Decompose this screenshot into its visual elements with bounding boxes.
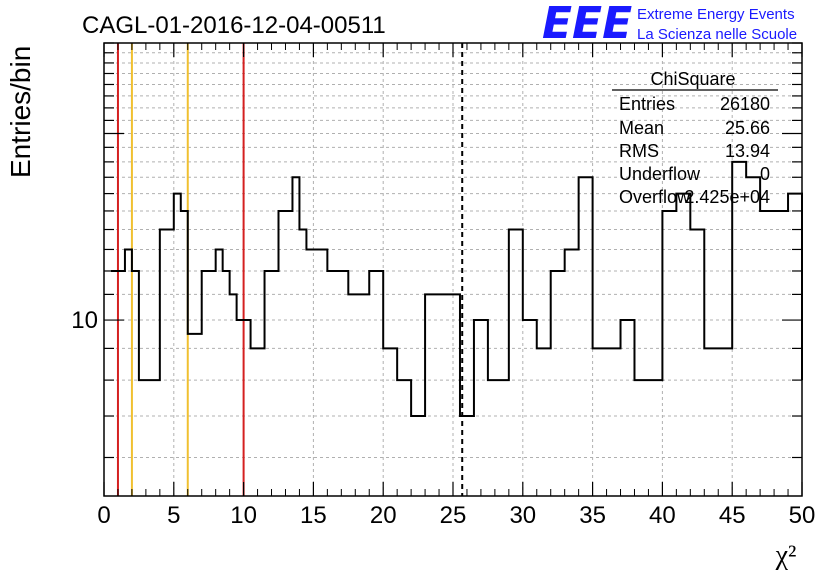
stats-value-entries: 26180 bbox=[720, 94, 770, 114]
x-tick-label: 15 bbox=[300, 502, 327, 529]
histogram-series bbox=[110, 160, 803, 418]
stats-box: ChiSquare Entries 26180 Mean 25.66 RMS 1… bbox=[612, 69, 778, 207]
histogram-step-line bbox=[110, 160, 803, 418]
x-tick-label: 45 bbox=[719, 502, 746, 529]
stats-value-rms: 13.94 bbox=[725, 141, 770, 161]
x-tick-label: 5 bbox=[167, 502, 180, 529]
logo-line2: La Scienza nelle Scuole bbox=[637, 26, 797, 43]
y-axis-label: Entries/bin bbox=[5, 46, 36, 178]
y-tick-label: 10 bbox=[71, 307, 98, 334]
stats-title: ChiSquare bbox=[650, 69, 735, 89]
logo-line1: Extreme Energy Events bbox=[637, 6, 795, 23]
x-tick-labels: 0 5 10 15 20 25 30 35 40 45 50 bbox=[97, 502, 815, 529]
chart-title: CAGL-01-2016-12-04-00511 bbox=[82, 12, 386, 39]
x-tick-label: 30 bbox=[509, 502, 536, 529]
x-tick-label: 10 bbox=[230, 502, 257, 529]
stats-label-mean: Mean bbox=[619, 118, 664, 138]
axis-ticks bbox=[103, 42, 803, 496]
x-tick-label: 35 bbox=[579, 502, 606, 529]
x-tick-label: 50 bbox=[789, 502, 816, 529]
x-tick-label: 40 bbox=[649, 502, 676, 529]
vertical-marker-lines bbox=[116, 43, 464, 496]
grid-lines bbox=[104, 42, 802, 496]
stats-value-mean: 25.66 bbox=[725, 118, 770, 138]
stats-label-entries: Entries bbox=[619, 94, 675, 114]
x-tick-label: 0 bbox=[97, 502, 110, 529]
stats-value-overflow: 2.425e+04 bbox=[684, 187, 770, 207]
stats-value-underflow: 0 bbox=[760, 164, 770, 184]
stats-label-rms: RMS bbox=[619, 141, 659, 161]
y-tick-labels: 10 bbox=[71, 307, 98, 334]
x-tick-label: 25 bbox=[440, 502, 467, 529]
eee-logo: EEE Extreme Energy Events La Scienza nel… bbox=[542, 0, 797, 49]
x-axis-label: χ² bbox=[775, 540, 797, 571]
stats-label-overflow: Overflow bbox=[619, 187, 691, 207]
stats-label-underflow: Underflow bbox=[619, 164, 701, 184]
logo-mark: EEE bbox=[542, 0, 632, 49]
x-tick-label: 20 bbox=[370, 502, 397, 529]
